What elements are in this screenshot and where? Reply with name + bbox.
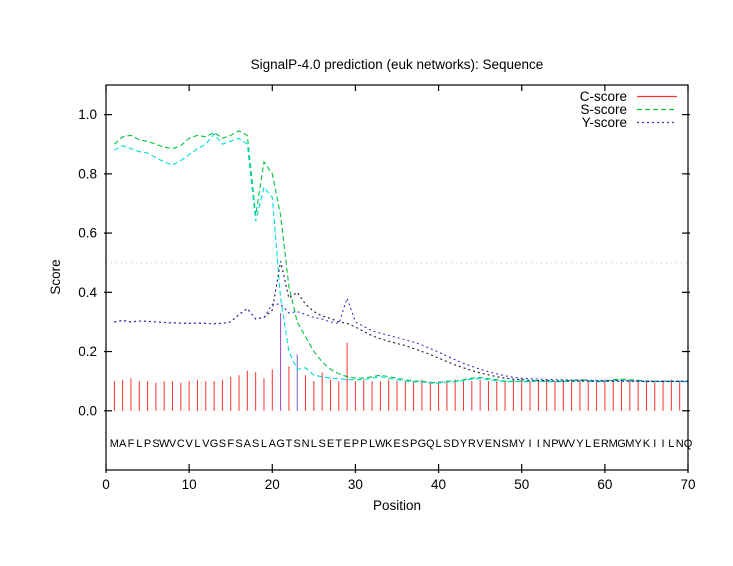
sequence-letter: I xyxy=(528,438,531,450)
sequence-letter: M xyxy=(609,438,618,450)
y-tick-label: 0.0 xyxy=(78,403,97,418)
sequence-letter: N xyxy=(676,438,684,450)
sequence-letter: L xyxy=(668,438,674,450)
sequence-letter: T xyxy=(335,438,342,450)
sequence-letter: W xyxy=(159,438,170,450)
sequence-letter: P xyxy=(360,438,367,450)
sequence-letter: Y xyxy=(634,438,642,450)
sequence-letter: R xyxy=(601,438,609,450)
sequence-letter: P xyxy=(144,438,151,450)
sequence-letter: F xyxy=(227,438,234,450)
x-tick-label: 10 xyxy=(182,477,197,492)
x-tick-label: 0 xyxy=(102,477,110,492)
sequence-letter: S xyxy=(443,438,450,450)
sequence-letter: L xyxy=(311,438,317,450)
x-tick-label: 20 xyxy=(265,477,280,492)
legend-label-y-score: Y-score xyxy=(582,115,627,130)
sequence-letter: I xyxy=(662,438,665,450)
sequence-letter: S xyxy=(235,438,242,450)
x-tick-label: 50 xyxy=(514,477,529,492)
sequence-letter: K xyxy=(385,438,393,450)
sequence-letter: L xyxy=(136,438,142,450)
sequence-letter: V xyxy=(169,438,177,450)
chart-layer: 0 10 20 30 40 50 60 700.00.20.40.60.81.0M A F L P S W… xyxy=(78,84,696,492)
y-score-line xyxy=(114,296,688,382)
sequence-letter: C xyxy=(177,438,185,450)
plot-border xyxy=(105,84,689,471)
sequence-letter: A xyxy=(119,438,127,450)
sequence-letter: Q xyxy=(684,438,693,450)
sequence-letter: T xyxy=(286,438,293,450)
sequence-letter: Y xyxy=(460,438,468,450)
sequence-letter: V xyxy=(185,438,193,450)
sequence-letter: S xyxy=(501,438,508,450)
sequence-letter: L xyxy=(369,438,375,450)
sequence-letter: G xyxy=(210,438,219,450)
sequence-letter: Q xyxy=(426,438,435,450)
y-tick-label: 1.0 xyxy=(78,107,97,122)
sequence-letter: E xyxy=(393,438,400,450)
sequence-letter: D xyxy=(451,438,459,450)
sequence-letter: I xyxy=(653,438,656,450)
sequence-letter: K xyxy=(643,438,651,450)
y-tick-label: 0.8 xyxy=(78,166,97,181)
sequence-letter: V xyxy=(202,438,210,450)
x-axis-label: Position xyxy=(373,498,421,513)
sequence-letter: P xyxy=(352,438,359,450)
sequence-letter: S xyxy=(152,438,159,450)
sequence-letter: V xyxy=(568,438,576,450)
legend-label-s-score: S-score xyxy=(580,102,627,117)
sequence-letter: L xyxy=(436,438,442,450)
plot-title: SignalP-4.0 prediction (euk networks): S… xyxy=(251,57,544,72)
sequence-letter: E xyxy=(593,438,600,450)
sequence-letter: Y xyxy=(576,438,584,450)
sequence-letter: N xyxy=(543,438,551,450)
y-tick-label: 0.2 xyxy=(78,344,97,359)
sequence-letter: G xyxy=(276,438,285,450)
legend-label-c-score: C-score xyxy=(580,89,627,104)
s-score-line xyxy=(113,130,688,384)
sequence-letter: M xyxy=(625,438,634,450)
sequence-letter: A xyxy=(244,438,252,450)
sequence-letter: F xyxy=(128,438,135,450)
sequence-letter: E xyxy=(485,438,492,450)
sequence-letter: E xyxy=(343,438,350,450)
sequence-letter: L xyxy=(261,438,267,450)
sequence-letter: M xyxy=(110,438,119,450)
sequence-letter: M xyxy=(509,438,518,450)
sequence-letter: S xyxy=(219,438,226,450)
sequence-letter: S xyxy=(252,438,259,450)
sequence-letter: V xyxy=(476,438,484,450)
sequence-letter: S xyxy=(402,438,409,450)
sequence-letter: L xyxy=(194,438,200,450)
x-tick-label: 70 xyxy=(680,477,695,492)
sequence-letter: A xyxy=(269,438,277,450)
x-tick-label: 40 xyxy=(431,477,446,492)
sequence-letter: N xyxy=(493,438,501,450)
x-tick-label: 30 xyxy=(348,477,363,492)
y-axis-label: Score xyxy=(48,259,63,294)
legend: C-score S-score Y-score xyxy=(580,89,677,130)
sequence-letter: Y xyxy=(518,438,526,450)
sequence-letter: I xyxy=(537,438,540,450)
sequence-letter: G xyxy=(617,438,626,450)
x-tick-label: 60 xyxy=(597,477,612,492)
y-tick-label: 0.6 xyxy=(78,226,97,241)
sequence-letter: S xyxy=(294,438,301,450)
sequence-letter: W xyxy=(558,438,569,450)
sequence-letter: E xyxy=(327,438,334,450)
sequence-letter: W xyxy=(375,438,386,450)
sequence-letter: P xyxy=(551,438,558,450)
sequence-letter: G xyxy=(418,438,427,450)
sequence-letter: R xyxy=(468,438,476,450)
sequence-letter: N xyxy=(302,438,310,450)
sequence-letter: P xyxy=(410,438,417,450)
sequence-letter: L xyxy=(585,438,591,450)
y-tick-label: 0.4 xyxy=(78,285,97,300)
y-score-second-network--line xyxy=(114,261,688,382)
s-score-second-network--line xyxy=(114,133,688,384)
sequence-letter: S xyxy=(318,438,325,450)
